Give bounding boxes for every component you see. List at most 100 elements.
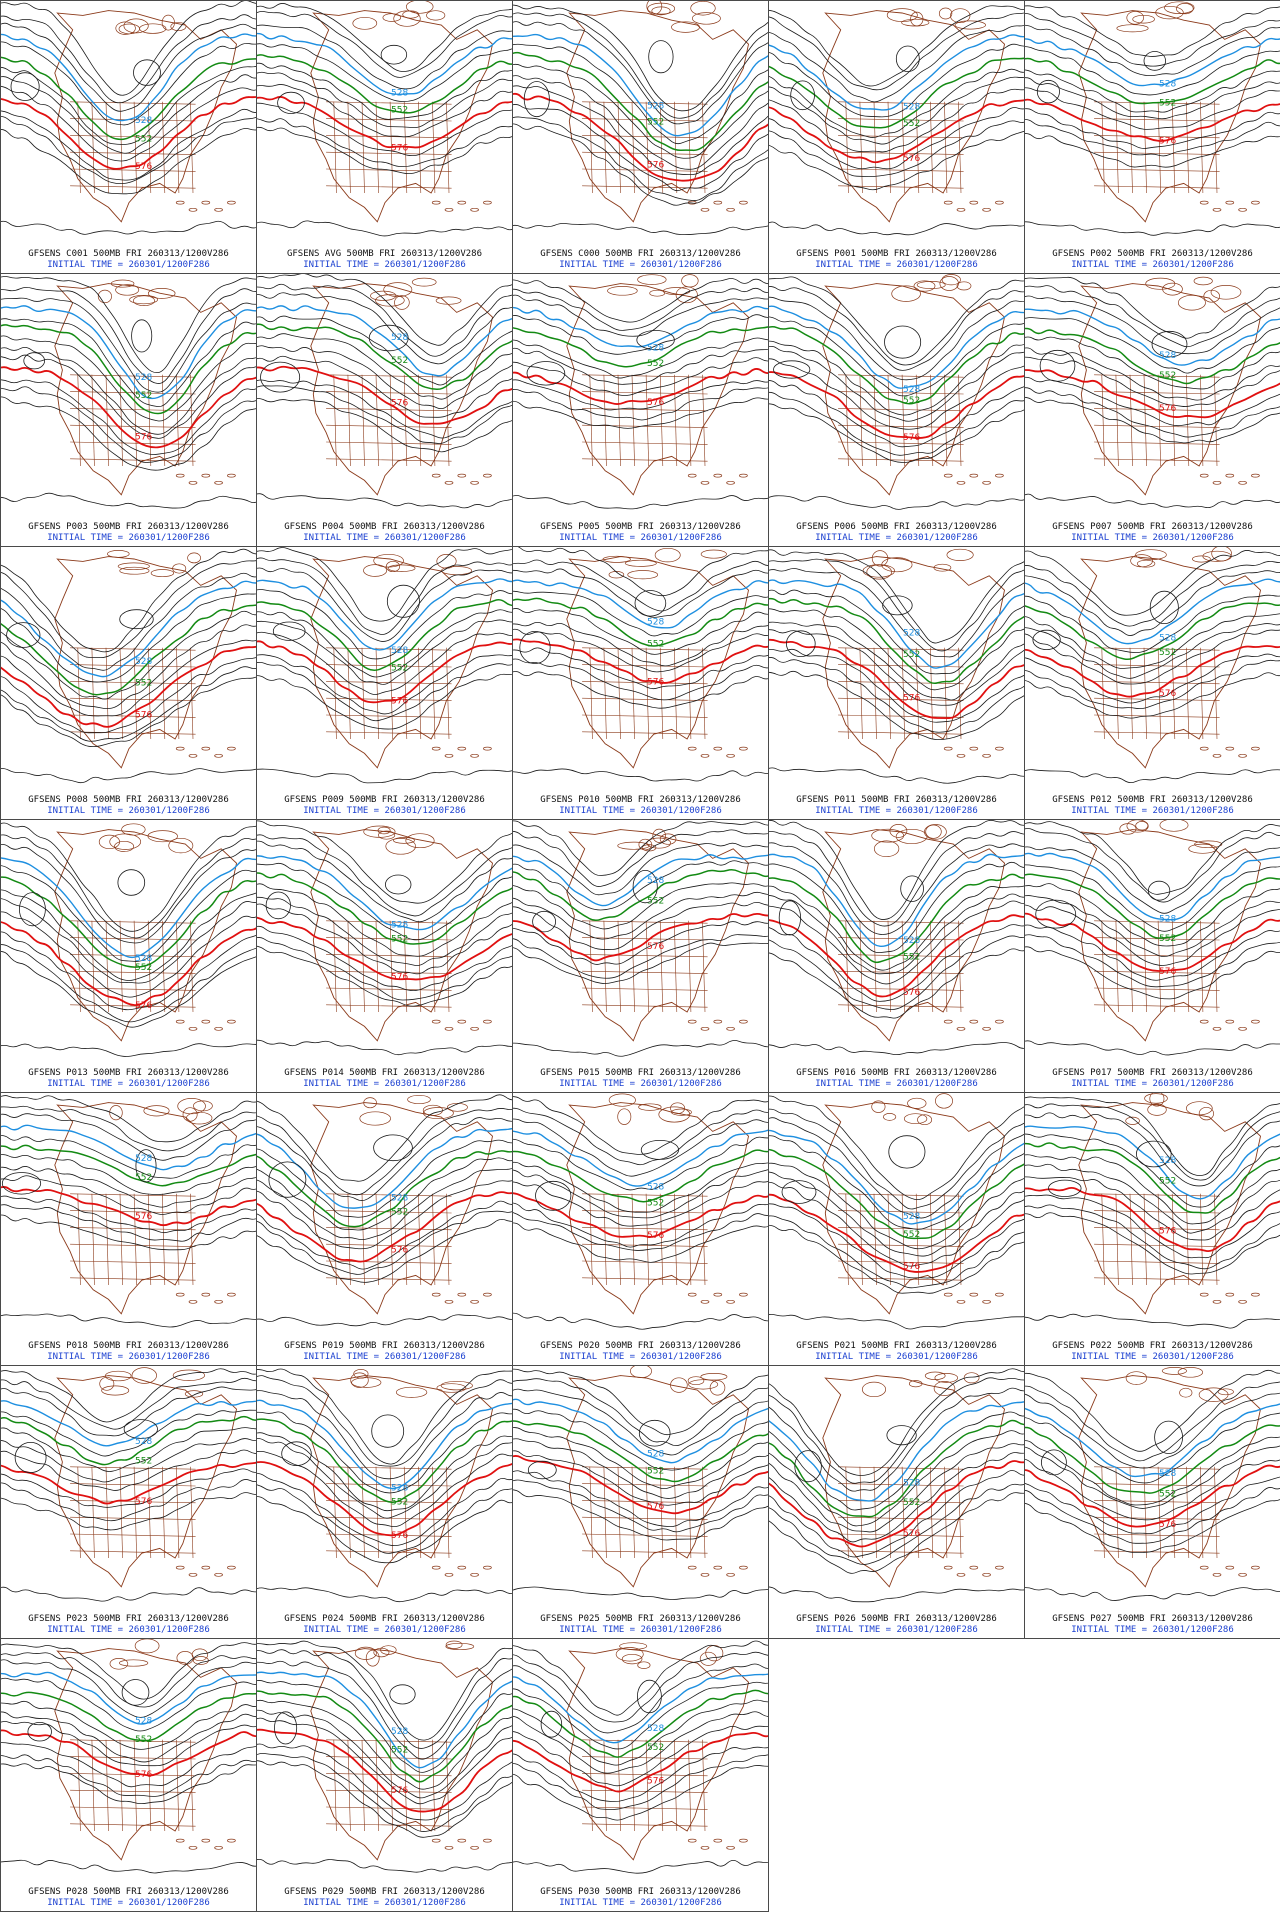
ensemble-member-panel: 528 552 576 GFSENS AVG 500MB FRI 260313/120… (256, 0, 513, 274)
contour-label-red: 576 (391, 1245, 408, 1255)
panel-caption: GFSENS P013 500MB FRI 260313/1200V286 (28, 1068, 229, 1078)
height-contours (769, 549, 1024, 784)
height-contours (513, 1096, 768, 1330)
contour-label-green: 552 (903, 396, 920, 406)
panel-caption: GFSENS P011 500MB FRI 260313/1200V286 (796, 795, 997, 805)
ensemble-member-panel: 528 552 576 GFSENS P020 500MB FRI 260313/12… (512, 1092, 769, 1366)
initial-time-caption: INITIAL TIME = 260301/1200F286 (559, 1079, 722, 1089)
height-contours (1025, 276, 1280, 509)
contour-label-green: 552 (1159, 934, 1176, 944)
contour-label-green: 552 (135, 678, 152, 688)
height-contours (513, 4, 768, 236)
height-contours (769, 1368, 1024, 1603)
height-contours (1, 1095, 256, 1328)
ensemble-member-panel: 528 552 576 GFSENS P022 500MB FRI 260313/12… (1024, 1092, 1280, 1366)
contour-label-green: 552 (135, 963, 152, 973)
panel-caption: GFSENS P009 500MB FRI 260313/1200V286 (284, 795, 485, 805)
panel-caption: GFSENS P018 500MB FRI 260313/1200V286 (28, 1341, 229, 1351)
coastline (310, 553, 493, 769)
contour-label-red: 576 (647, 942, 664, 952)
height-contours (257, 274, 512, 509)
panel-caption: GFSENS P023 500MB FRI 260313/1200V286 (28, 1614, 229, 1624)
contour-label-green: 552 (391, 1746, 408, 1756)
contour-label-blue: 528 (647, 618, 664, 628)
panel-caption: GFSENS P008 500MB FRI 260313/1200V286 (28, 795, 229, 805)
contour-label-red: 576 (391, 1786, 408, 1796)
initial-time-caption: INITIAL TIME = 260301/1200F286 (303, 806, 466, 816)
contour-label-red: 576 (1159, 404, 1176, 414)
contour-label-green: 552 (391, 356, 408, 366)
contour-label-green: 552 (1159, 99, 1176, 109)
initial-time-caption: INITIAL TIME = 260301/1200F286 (1071, 1352, 1234, 1362)
initial-time-caption: INITIAL TIME = 260301/1200F286 (815, 1625, 978, 1635)
ensemble-member-panel: 528 552 576 GFSENS P028 500MB FRI 260313/12… (0, 1638, 257, 1912)
contour-label-red: 576 (647, 161, 664, 171)
contour-label-green: 552 (391, 105, 408, 115)
ensemble-member-panel: 528 552 576 GFSENS P015 500MB FRI 260313/12… (512, 819, 769, 1093)
contour-label-red: 576 (135, 1497, 152, 1507)
contour-label-red: 576 (1159, 1520, 1176, 1530)
coastline (822, 1093, 1005, 1315)
ensemble-member-panel: 528 552 576 GFSENS P004 500MB FRI 260313/12… (256, 273, 513, 547)
contour-label-red: 576 (903, 433, 920, 443)
contour-label-red: 576 (647, 1777, 664, 1787)
initial-time-caption: INITIAL TIME = 260301/1200F286 (303, 1352, 466, 1362)
contour-label-green: 552 (647, 359, 664, 369)
coastline (822, 7, 1005, 223)
contour-label-green: 552 (903, 650, 920, 660)
contour-label-red: 576 (135, 162, 152, 172)
initial-time-caption: INITIAL TIME = 260301/1200F286 (1071, 533, 1234, 543)
initial-time-caption: INITIAL TIME = 260301/1200F286 (559, 1898, 722, 1908)
panel-caption: GFSENS P004 500MB FRI 260313/1200V286 (284, 522, 485, 532)
panel-caption: GFSENS P017 500MB FRI 260313/1200V286 (1052, 1068, 1253, 1078)
height-contours (769, 276, 1024, 510)
height-contours (1, 1642, 256, 1874)
initial-time-caption: INITIAL TIME = 260301/1200F286 (47, 806, 210, 816)
coastline (54, 550, 237, 769)
coastline (1078, 1093, 1261, 1315)
initial-time-caption: INITIAL TIME = 260301/1200F286 (1071, 1625, 1234, 1635)
panel-caption: GFSENS P003 500MB FRI 260313/1200V286 (28, 522, 229, 532)
contour-label-green: 552 (1159, 648, 1176, 658)
ensemble-member-panel: 528 552 576 GFSENS P010 500MB FRI 260313/12… (512, 546, 769, 820)
coastline (310, 1094, 493, 1315)
panel-caption: GFSENS P030 500MB FRI 260313/1200V286 (540, 1887, 741, 1897)
ensemble-member-panel: 528 552 576 GFSENS P007 500MB FRI 260313/12… (1024, 273, 1280, 547)
contour-label-blue: 528 (903, 1478, 920, 1488)
contour-label-red: 576 (647, 1502, 664, 1512)
coastline (310, 277, 493, 496)
initial-time-caption: INITIAL TIME = 260301/1200F286 (559, 260, 722, 270)
contour-label-green: 552 (903, 952, 920, 962)
contour-label-green: 552 (135, 134, 152, 144)
contour-label-green: 552 (647, 1199, 664, 1209)
contour-label-blue: 528 (903, 936, 920, 946)
panel-caption: GFSENS P007 500MB FRI 260313/1200V286 (1052, 522, 1253, 532)
panel-caption: GFSENS C001 500MB FRI 260313/1200V286 (28, 249, 229, 259)
height-contours (513, 278, 768, 510)
contour-label-red: 576 (903, 1529, 920, 1539)
contour-label-green: 552 (903, 1498, 920, 1508)
contour-label-red: 576 (647, 1231, 664, 1241)
ensemble-member-panel: 528 552 576 GFSENS P002 500MB FRI 260313/12… (1024, 0, 1280, 274)
initial-time-caption: INITIAL TIME = 260301/1200F286 (303, 533, 466, 543)
coastline (1078, 1, 1261, 223)
ensemble-member-panel: 528 552 576 GFSENS P023 500MB FRI 260313/12… (0, 1365, 257, 1639)
panel-caption: GFSENS P012 500MB FRI 260313/1200V286 (1052, 795, 1253, 805)
panel-caption: GFSENS P010 500MB FRI 260313/1200V286 (540, 795, 741, 805)
height-contours (513, 1640, 768, 1874)
initial-time-caption: INITIAL TIME = 260301/1200F286 (303, 1079, 466, 1089)
contour-label-blue: 528 (647, 1449, 664, 1459)
contour-label-blue: 528 (1159, 914, 1176, 924)
ensemble-member-panel: 528 552 576 GFSENS C000 500MB FRI 260313/12… (512, 0, 769, 274)
